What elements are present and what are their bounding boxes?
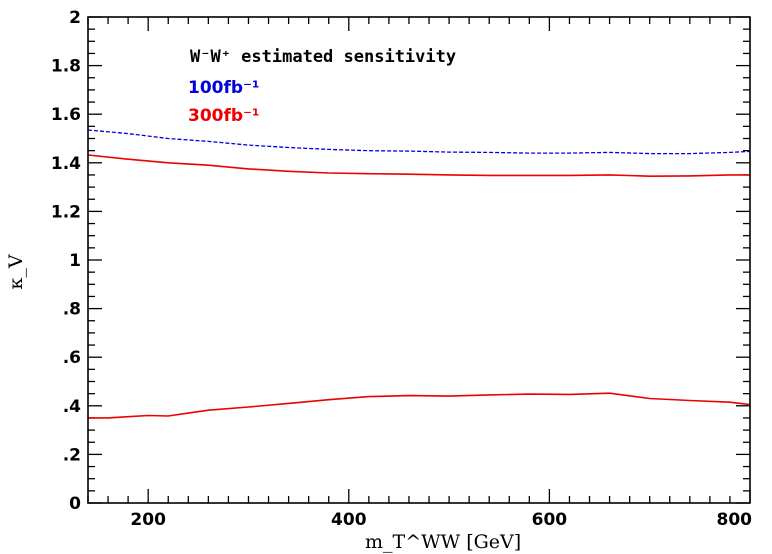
y-tick-label: 1 xyxy=(69,251,81,271)
legend: W⁻W⁺ estimated sensitivity 100fb⁻¹ 300fb… xyxy=(188,47,456,126)
y-tick-label: .4 xyxy=(63,397,81,417)
y-tick-label: .6 xyxy=(63,348,81,368)
y-tick-label: 1.4 xyxy=(51,154,81,174)
y-tick-label: 2 xyxy=(69,8,81,28)
y-tick-label: 1.6 xyxy=(51,105,81,125)
y-tick-labels: 0 .2 .4 .6 .8 1 1.2 1.4 1.6 1.8 2 xyxy=(51,8,81,514)
series-line-0 xyxy=(87,129,751,155)
x-tick-label: 800 xyxy=(717,510,753,530)
legend-entry-300fb: 300fb⁻¹ xyxy=(188,106,259,126)
y-tick-label: 0 xyxy=(69,494,81,514)
legend-entry-100fb: 100fb⁻¹ xyxy=(188,78,259,98)
series-line-1 xyxy=(87,154,750,178)
y-tick-label: .8 xyxy=(63,300,81,320)
x-tick-labels: 200 400 600 800 xyxy=(130,510,752,530)
y-tick-label: 1.2 xyxy=(51,202,81,222)
series-lines xyxy=(87,129,751,419)
legend-title: W⁻W⁺ estimated sensitivity xyxy=(190,47,456,67)
y-axis-label: κ_V xyxy=(5,254,27,289)
x-tick-label: 400 xyxy=(331,510,367,530)
series-line-2 xyxy=(88,392,751,419)
plot-frame xyxy=(87,16,751,504)
x-axis-label: m_T^WW [GeV] xyxy=(365,531,521,553)
x-tick-label: 600 xyxy=(532,510,568,530)
y-tick-label: 1.8 xyxy=(51,57,81,77)
y-tick-label: .2 xyxy=(63,445,81,465)
x-tick-label: 200 xyxy=(130,510,166,530)
